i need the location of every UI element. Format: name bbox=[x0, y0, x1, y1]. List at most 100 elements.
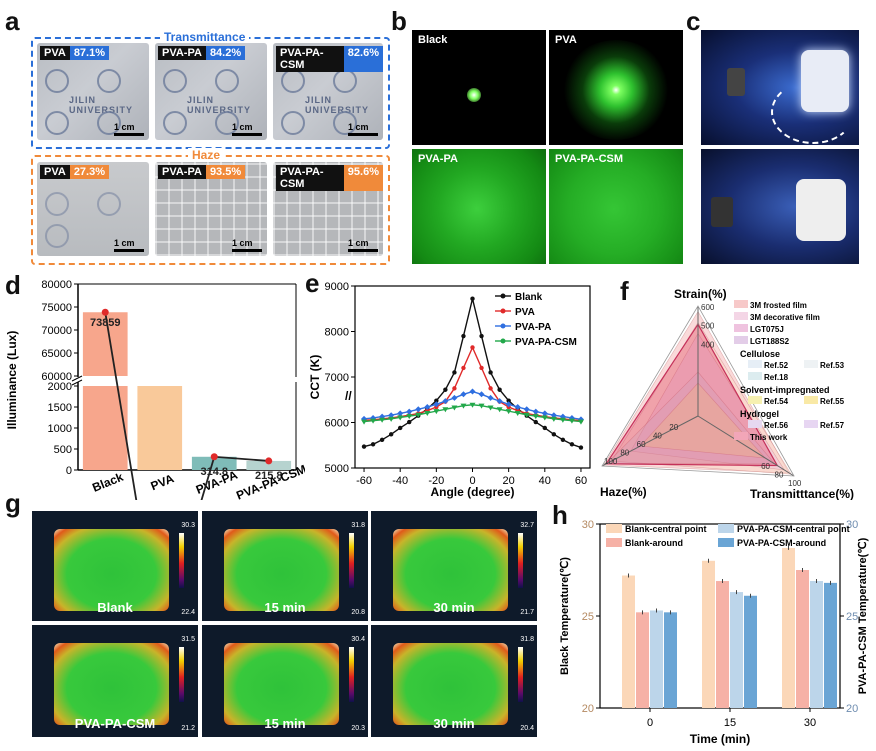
data-point bbox=[523, 412, 530, 418]
legend-label: 3M frosted film bbox=[750, 301, 807, 310]
data-point bbox=[568, 418, 575, 424]
data-point bbox=[451, 405, 458, 411]
legend-swatch bbox=[606, 524, 622, 533]
thermal-label: Blank bbox=[97, 600, 133, 615]
data-point bbox=[460, 403, 467, 409]
haze-photo-pva-pa-csm: PVA-PA-CSM 95.6% 1 cm bbox=[273, 162, 383, 256]
data-point bbox=[451, 394, 458, 401]
legend-label: Ref.54 bbox=[764, 397, 789, 406]
scale-bar: 1 cm bbox=[232, 122, 262, 136]
legend-swatch bbox=[606, 538, 622, 547]
data-point bbox=[541, 415, 548, 421]
transmittance-photo-pva: JILIN UNIVERSITY PVA 87.1% 1 cm bbox=[37, 43, 149, 140]
legend-swatch bbox=[734, 324, 748, 332]
data-point bbox=[551, 432, 557, 437]
thermal-image: 30.4 20.3 15 min bbox=[202, 625, 368, 737]
data-point bbox=[577, 419, 584, 425]
data-point bbox=[496, 407, 503, 413]
data-point bbox=[488, 386, 493, 391]
radar-axis bbox=[601, 415, 699, 467]
data-point bbox=[478, 403, 485, 409]
scale-bar: 1 cm bbox=[348, 122, 378, 136]
data-label: 314.8 bbox=[200, 466, 228, 478]
y-tick-label: 25 bbox=[582, 611, 594, 623]
data-point bbox=[361, 444, 367, 449]
legend-label: PVA bbox=[515, 307, 535, 318]
data-point bbox=[407, 419, 412, 425]
data-point bbox=[497, 387, 502, 392]
x-tick-label: 15 bbox=[724, 717, 736, 729]
thermal-min-temp: 22.4 bbox=[181, 609, 195, 616]
thermal-colorbar bbox=[179, 533, 184, 588]
legend-label: PVA-PA-CSM-central point bbox=[737, 524, 850, 534]
legend-swatch bbox=[734, 312, 748, 320]
device-photo-top bbox=[701, 30, 859, 145]
bar bbox=[824, 582, 837, 708]
sample-value: 84.2% bbox=[205, 46, 246, 60]
sample-name: PVA-PA-CSM bbox=[276, 46, 344, 72]
data-point bbox=[505, 401, 512, 408]
thermal-label: 30 min bbox=[433, 600, 475, 615]
series-line bbox=[364, 345, 582, 422]
bar bbox=[650, 610, 663, 708]
legend-swatch bbox=[804, 360, 818, 368]
haze-title: Haze bbox=[188, 148, 225, 162]
radar-tick: 40 bbox=[653, 432, 662, 441]
thermal-label: PVA-PA-CSM bbox=[74, 716, 156, 731]
y-tick-label: 8000 bbox=[325, 327, 349, 339]
legend-label: Blank-central point bbox=[625, 524, 707, 534]
legend-marker bbox=[500, 293, 506, 299]
radar-tick: 20 bbox=[669, 423, 678, 432]
data-point bbox=[434, 398, 439, 403]
plot-frame bbox=[354, 285, 591, 469]
data-point bbox=[443, 387, 448, 392]
x-axis-label: Time (min) bbox=[690, 732, 750, 746]
sample-tag: PVA-PA-CSM 82.6% bbox=[276, 46, 383, 72]
university-text: JILIN UNIVERSITY bbox=[305, 95, 370, 115]
thermal-colorbar bbox=[349, 647, 354, 702]
radar-tick: 60 bbox=[761, 462, 770, 471]
x-tick-label: PVA bbox=[149, 471, 177, 493]
sample-name: PVA bbox=[40, 165, 70, 179]
bar bbox=[664, 612, 677, 708]
radar-axis-haze: Haze(%) bbox=[600, 485, 647, 499]
radar-tick: 100 bbox=[788, 479, 802, 488]
data-point bbox=[550, 412, 557, 419]
bar bbox=[246, 460, 292, 470]
legend-header: Cellulose bbox=[740, 349, 780, 359]
data-point bbox=[379, 417, 386, 423]
device-photo-bottom bbox=[701, 149, 859, 264]
laser-label: PVA-PA-CSM bbox=[555, 153, 624, 165]
trend-line bbox=[104, 312, 269, 500]
thermal-max-temp: 31.5 bbox=[181, 636, 195, 643]
university-text: JILIN UNIVERSITY bbox=[187, 95, 252, 115]
panel-label-c: c bbox=[686, 6, 701, 36]
legend-label: Blank-around bbox=[625, 538, 683, 548]
sample-tag: PVA-PA 93.5% bbox=[158, 165, 246, 179]
legend-label: PVA-PA-CSM bbox=[515, 337, 577, 348]
bar bbox=[782, 547, 795, 708]
thermal-image: 31.8 20.4 30 min bbox=[371, 625, 537, 737]
x-tick-label: 0 bbox=[647, 717, 653, 729]
thermal-colorbar bbox=[349, 533, 354, 588]
data-point bbox=[370, 418, 377, 424]
radar-tick: 60 bbox=[637, 440, 646, 449]
bar bbox=[730, 592, 743, 708]
data-point bbox=[533, 419, 538, 425]
laser-label: PVA bbox=[555, 34, 577, 46]
panel-label-d: d bbox=[5, 270, 21, 300]
y-tick-label-right: 20 bbox=[846, 703, 858, 715]
panel-label-b: b bbox=[391, 6, 407, 36]
legend-label: Ref.18 bbox=[764, 373, 789, 382]
y-axis-label-right: PVA-PA-CSM Temperature(℃) bbox=[857, 537, 869, 694]
thermal-label: 15 min bbox=[264, 600, 306, 615]
chart-e: -60 -40 -20 0 20 40 60 5000 6000 7000 8000 9000 Angl… bbox=[308, 281, 591, 499]
laser-photo-pva-pa: PVA-PA bbox=[412, 149, 546, 264]
sample-tag: PVA 27.3% bbox=[40, 165, 110, 179]
panel-label-g: g bbox=[5, 488, 21, 518]
data-point bbox=[505, 409, 512, 415]
legend-label: Ref.55 bbox=[820, 397, 845, 406]
axis-break-mark bbox=[71, 379, 83, 386]
this-work-area bbox=[605, 323, 779, 467]
data-point bbox=[442, 407, 449, 413]
